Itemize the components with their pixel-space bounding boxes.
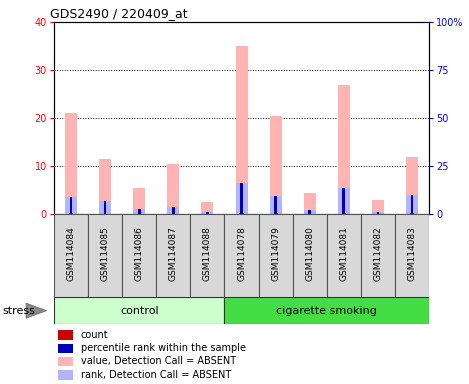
Text: GSM114084: GSM114084 — [67, 227, 76, 281]
Bar — [372, 200, 384, 214]
Polygon shape — [26, 303, 46, 318]
Bar — [406, 195, 418, 214]
Bar — [372, 212, 384, 214]
Bar — [190, 214, 225, 297]
Bar — [377, 212, 379, 214]
Bar — [338, 85, 350, 214]
Text: GSM114087: GSM114087 — [169, 227, 178, 281]
Bar — [156, 214, 190, 297]
Text: GSM114081: GSM114081 — [340, 227, 348, 281]
Bar — [235, 46, 248, 214]
Bar — [58, 330, 74, 340]
Bar — [138, 209, 141, 214]
Text: GDS2490 / 220409_at: GDS2490 / 220409_at — [50, 7, 188, 20]
Bar — [167, 164, 179, 214]
Bar — [225, 214, 258, 297]
Bar — [65, 197, 77, 214]
Bar — [54, 214, 88, 297]
Text: GSM114078: GSM114078 — [237, 227, 246, 281]
Text: GSM114085: GSM114085 — [100, 227, 110, 281]
Bar — [309, 210, 311, 214]
Bar — [58, 344, 74, 353]
Text: GSM114088: GSM114088 — [203, 227, 212, 281]
Bar — [65, 114, 77, 214]
Bar — [122, 214, 156, 297]
Bar — [58, 370, 74, 380]
Bar — [304, 210, 316, 214]
Bar — [342, 188, 345, 214]
Bar — [206, 212, 209, 214]
Bar — [88, 214, 122, 297]
Bar — [69, 213, 73, 214]
Bar — [133, 209, 145, 214]
Bar — [361, 214, 395, 297]
Text: percentile rank within the sample: percentile rank within the sample — [81, 343, 246, 353]
Text: control: control — [120, 306, 159, 316]
Bar — [270, 116, 281, 214]
Bar — [167, 207, 179, 214]
Bar — [258, 214, 293, 297]
Bar — [202, 212, 213, 214]
Text: GSM114082: GSM114082 — [373, 227, 383, 281]
Bar — [54, 297, 225, 324]
Bar — [104, 201, 106, 214]
Bar — [411, 195, 414, 214]
Bar — [406, 157, 418, 214]
Text: stress: stress — [2, 306, 35, 316]
Bar — [58, 357, 74, 366]
Bar — [304, 193, 316, 214]
Bar — [133, 188, 145, 214]
Text: GSM114083: GSM114083 — [408, 227, 416, 281]
Bar — [327, 214, 361, 297]
Text: value, Detection Call = ABSENT: value, Detection Call = ABSENT — [81, 356, 236, 366]
Bar — [69, 197, 72, 214]
Text: count: count — [81, 330, 109, 340]
Text: GSM114080: GSM114080 — [305, 227, 314, 281]
Text: rank, Detection Call = ABSENT: rank, Detection Call = ABSENT — [81, 370, 231, 380]
Bar — [202, 202, 213, 214]
Bar — [225, 297, 429, 324]
Bar — [235, 183, 248, 214]
Bar — [240, 183, 243, 214]
Bar — [172, 207, 174, 214]
Bar — [99, 159, 111, 214]
Bar — [342, 213, 346, 214]
Bar — [395, 214, 429, 297]
Bar — [274, 196, 277, 214]
Bar — [293, 214, 327, 297]
Text: cigarette smoking: cigarette smoking — [276, 306, 377, 316]
Text: GSM114079: GSM114079 — [271, 227, 280, 281]
Text: GSM114086: GSM114086 — [135, 227, 144, 281]
Bar — [270, 196, 281, 214]
Bar — [338, 188, 350, 214]
Bar — [99, 201, 111, 214]
